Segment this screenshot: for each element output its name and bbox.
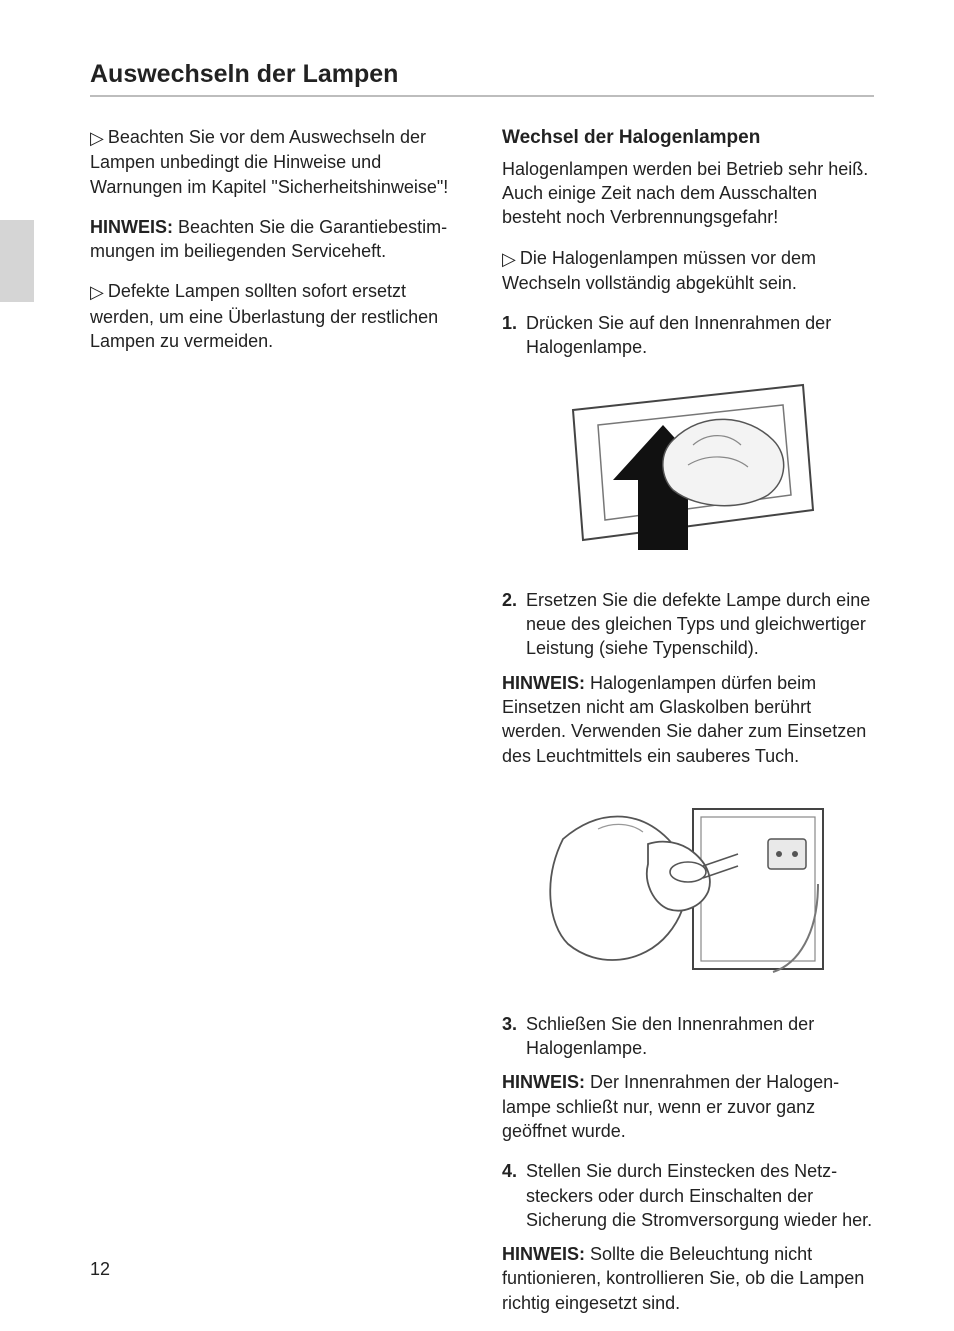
paragraph: HINWEIS: Halogenlampen dürfen beim Einse… bbox=[502, 671, 874, 768]
step-text: Schließen Sie den Innenrahmen der Haloge… bbox=[526, 1012, 874, 1061]
triangle-right-icon: ▷ bbox=[90, 280, 104, 304]
left-column: ▷Beachten Sie vor dem Auswechseln der La… bbox=[90, 125, 462, 1331]
paragraph-text: Die Halogenlampen müssen vor dem Wechsel… bbox=[502, 248, 816, 293]
triangle-right-icon: ▷ bbox=[90, 126, 104, 150]
hinweis-label: HINWEIS: bbox=[502, 1244, 585, 1264]
paragraph: ▷Die Halogenlampen müssen vor dem Wechse… bbox=[502, 246, 874, 296]
step-number: 1. bbox=[502, 311, 526, 360]
paragraph: ▷Beachten Sie vor dem Auswechseln der La… bbox=[90, 125, 462, 199]
step-number: 4. bbox=[502, 1159, 526, 1232]
hinweis-label: HINWEIS: bbox=[502, 1072, 585, 1092]
step-number: 2. bbox=[502, 588, 526, 661]
step-item: 3. Schließen Sie den Innenrahmen der Hal… bbox=[502, 1012, 874, 1061]
illustration-icon bbox=[543, 784, 833, 994]
paragraph-text: Defekte Lampen sollten sofort ersetzt we… bbox=[90, 281, 438, 351]
figure-insert-bulb bbox=[502, 784, 874, 994]
step-text: Stellen Sie durch Einstecken des Netz­st… bbox=[526, 1159, 874, 1232]
paragraph: ▷Defekte Lampen sollten sofort ersetzt w… bbox=[90, 279, 462, 353]
paragraph: HINWEIS: Beachten Sie die Garantiebestim… bbox=[90, 215, 462, 264]
step-item: 2. Ersetzen Sie die defekte Lampe durch … bbox=[502, 588, 874, 661]
subheading: Wechsel der Halogenlampen bbox=[502, 125, 874, 151]
triangle-right-icon: ▷ bbox=[502, 247, 516, 271]
figure-press-frame bbox=[502, 370, 874, 570]
illustration-icon bbox=[543, 370, 833, 570]
paragraph-text: Beachten Sie vor dem Auswechseln der Lam… bbox=[90, 127, 448, 197]
step-item: 1. Drücken Sie auf den Innenrahmen der H… bbox=[502, 311, 874, 360]
paragraph-text: Halogenlampen werden bei Betrieb sehr he… bbox=[502, 157, 874, 230]
right-column: Wechsel der Halogenlampen Halogenlampen … bbox=[502, 125, 874, 1331]
hinweis-label: HINWEIS: bbox=[502, 673, 585, 693]
hinweis-label: HINWEIS: bbox=[90, 217, 173, 237]
step-number: 3. bbox=[502, 1012, 526, 1061]
document-page: Auswechseln der Lampen ▷Beachten Sie vor… bbox=[0, 0, 954, 1326]
two-column-layout: ▷Beachten Sie vor dem Auswechseln der La… bbox=[90, 125, 874, 1331]
side-tab bbox=[0, 220, 34, 302]
section-title: Auswechseln der Lampen bbox=[90, 60, 874, 97]
page-number: 12 bbox=[90, 1259, 110, 1280]
paragraph: HINWEIS: Sollte die Beleuchtung nicht fu… bbox=[502, 1242, 874, 1315]
step-text: Drücken Sie auf den Innenrahmen der Halo… bbox=[526, 311, 874, 360]
step-text: Ersetzen Sie die defekte Lampe durch ein… bbox=[526, 588, 874, 661]
paragraph: HINWEIS: Der Innenrahmen der Halogen­lam… bbox=[502, 1070, 874, 1143]
step-item: 4. Stellen Sie durch Einstecken des Netz… bbox=[502, 1159, 874, 1232]
